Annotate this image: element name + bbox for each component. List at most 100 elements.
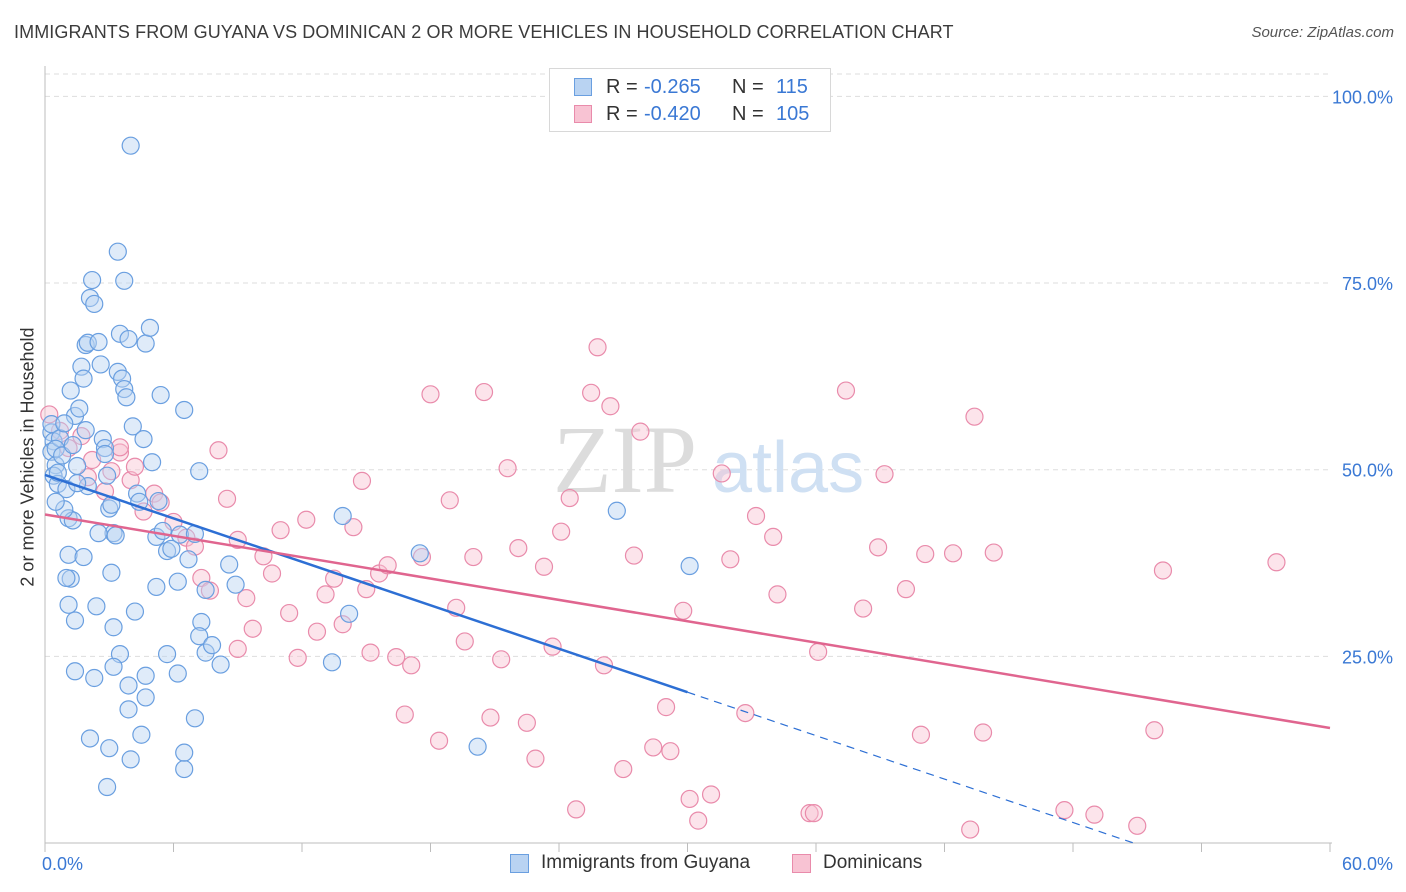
guyana-point	[98, 466, 117, 485]
dominican-point	[288, 648, 307, 667]
guyana-point	[74, 369, 93, 388]
guyana-point	[119, 329, 138, 349]
guyana-point	[211, 655, 230, 674]
dominican-point	[674, 601, 693, 620]
dominican-point	[387, 647, 406, 667]
dominican-trend-line	[44, 513, 1331, 730]
dominican-point	[110, 438, 130, 457]
dominican-point	[280, 603, 299, 623]
guyana-point	[59, 545, 78, 564]
dominican-point	[943, 544, 963, 563]
dominican-point	[209, 441, 228, 460]
dominican-point	[526, 749, 545, 768]
guyana-point	[136, 688, 155, 707]
tick-labels: 25.0% 50.0% 75.0% 100.0% 0.0% 60.0%	[42, 87, 1393, 874]
dominican-point	[614, 759, 633, 779]
r-label: R =	[606, 75, 638, 98]
dominican-point	[1267, 553, 1286, 572]
legend-item-guyana[interactable]: Immigrants from Guyana	[510, 852, 750, 874]
dominican-point	[474, 382, 494, 402]
dominican-point	[243, 619, 262, 638]
dominican-point	[911, 725, 931, 744]
dominican-point	[1145, 721, 1164, 740]
dominican-point	[517, 713, 536, 732]
guyana-point	[220, 555, 239, 574]
guyana-point	[61, 381, 80, 400]
guyana-point	[179, 550, 198, 569]
guyana-point	[157, 645, 177, 664]
x-tick-label-max: 60.0%	[1342, 854, 1393, 874]
n-value: 115	[776, 75, 808, 98]
dominican-point	[689, 811, 708, 830]
dominican-point	[800, 804, 819, 823]
guyana-point	[680, 556, 699, 576]
dominican-point	[768, 585, 787, 604]
dominican-point	[1153, 561, 1173, 580]
dominican-point	[836, 381, 856, 400]
dominican-point	[560, 488, 579, 508]
dominican-point	[1128, 816, 1147, 835]
guyana-point	[226, 575, 245, 594]
dominican-point	[498, 459, 517, 478]
dominican-point	[875, 465, 894, 484]
dominican-point	[644, 738, 663, 757]
dominican-point	[464, 547, 483, 567]
legend-item-dominicans[interactable]: Dominicans	[792, 852, 922, 874]
guyana-trend-line	[44, 473, 688, 694]
r-label: R =	[606, 102, 638, 125]
guyana-point	[46, 492, 65, 511]
guyana-point	[91, 355, 110, 374]
y-tick-label: 75.0%	[1342, 274, 1393, 294]
guyana-point	[100, 739, 119, 758]
guyana-point	[65, 611, 85, 630]
guyana-point	[125, 602, 145, 621]
guyana-point	[83, 270, 102, 290]
guyana-point	[70, 399, 89, 418]
y-tick-label: 100.0%	[1332, 87, 1393, 107]
guyana-point	[153, 521, 172, 541]
guyana-point	[119, 676, 138, 695]
dominican-point	[192, 568, 211, 588]
guyana-point	[74, 547, 93, 567]
dominican-point	[552, 522, 571, 541]
dominican-point	[661, 742, 680, 761]
guyana-point	[89, 332, 108, 352]
dominican-point	[624, 546, 644, 565]
guyana-point	[106, 526, 125, 545]
dominican-point	[567, 800, 586, 819]
guyana-point	[162, 539, 181, 558]
guyana-point	[95, 438, 115, 458]
guyana-point	[190, 462, 209, 481]
n-label: N =	[732, 75, 764, 98]
guyana-point	[607, 501, 626, 520]
guyana-point	[98, 777, 117, 797]
dominican-point	[492, 650, 511, 669]
dominican-point	[429, 731, 449, 750]
guyana-point	[80, 729, 100, 748]
guyana-point	[468, 737, 487, 756]
dominican-point	[631, 422, 650, 441]
dominican-point	[262, 564, 282, 583]
dominican-point	[1055, 801, 1074, 820]
legend-row-guyana: R = -0.265 N = 115	[574, 75, 808, 99]
dominican-point	[973, 723, 993, 742]
guyana-point	[140, 318, 160, 337]
dominican-point	[680, 789, 699, 809]
guyana-point	[102, 563, 121, 582]
dominican-point	[440, 491, 459, 510]
guyana-point	[192, 612, 211, 632]
guyana-point	[121, 750, 140, 769]
guyana-point	[59, 595, 78, 614]
guyana-point	[85, 294, 104, 314]
trend-lines	[44, 473, 1331, 844]
dominican-point	[361, 643, 380, 662]
series-guyana-points	[42, 136, 699, 797]
n-value: 105	[776, 102, 810, 125]
dominican-point	[701, 785, 721, 804]
legend-label-dominicans: Dominicans	[823, 852, 923, 873]
dominican-point	[712, 464, 731, 483]
guyana-point	[175, 759, 194, 779]
dominican-point	[588, 338, 607, 357]
dominicans-swatch	[574, 105, 592, 123]
watermark-atlas: atlas	[712, 428, 864, 508]
